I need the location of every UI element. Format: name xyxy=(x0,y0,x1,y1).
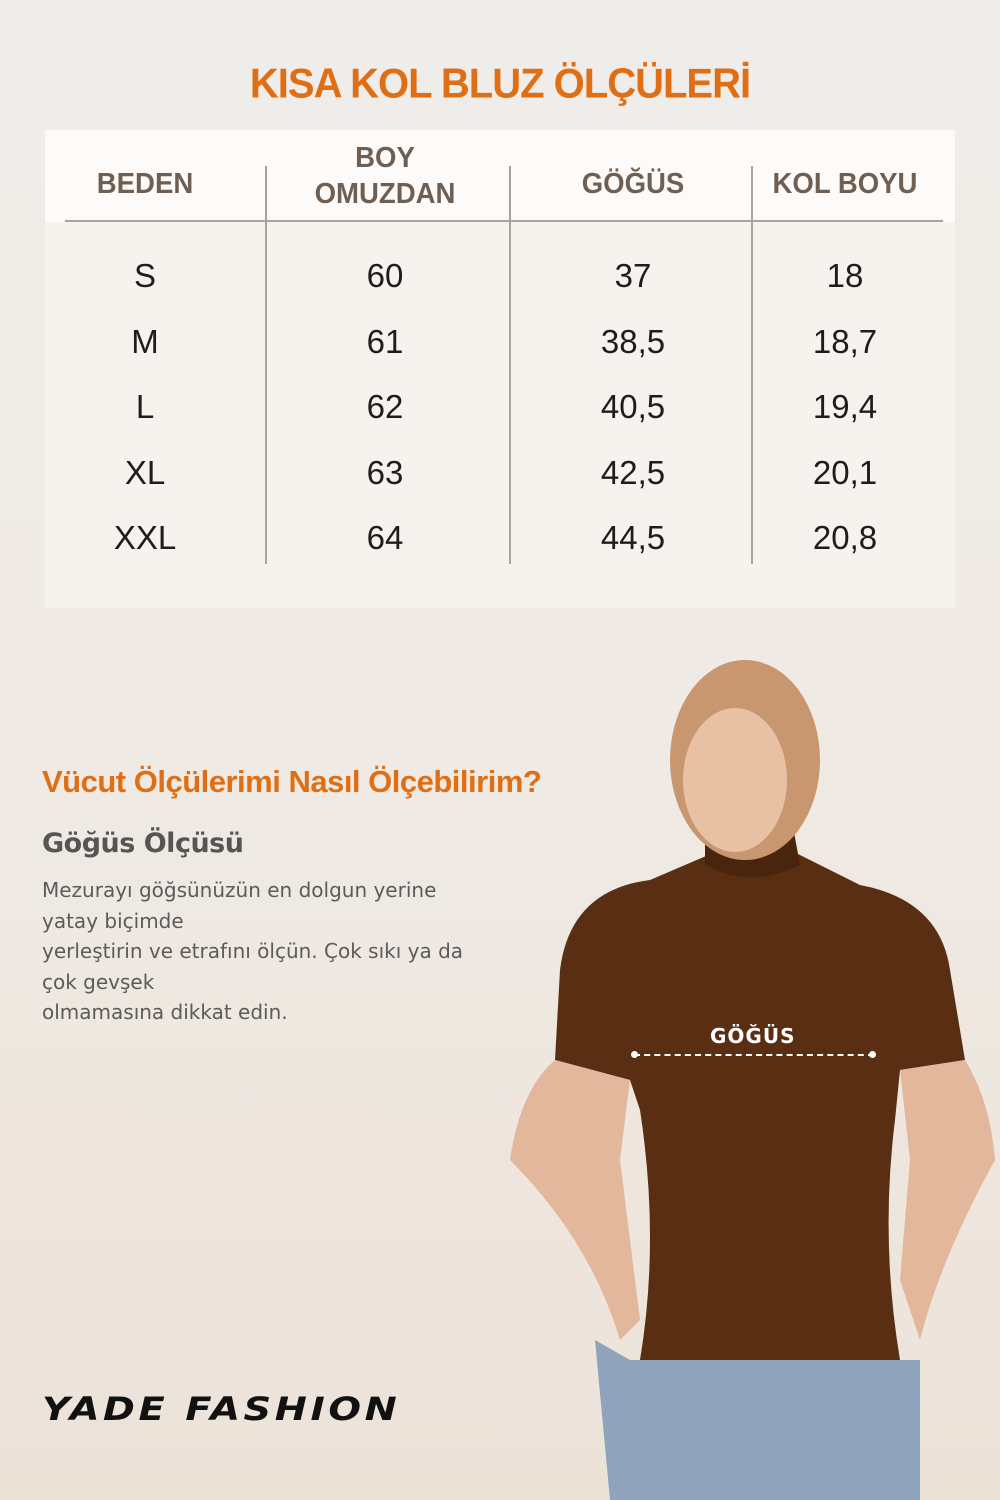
table-cell: 18 xyxy=(826,257,864,294)
left-arm xyxy=(510,1060,640,1340)
header-kol-boyu: KOL BOYU xyxy=(772,168,918,200)
table-cell: XL xyxy=(124,453,166,491)
guide-text: Mezurayı göğsünüzün en dolgun yerine yat… xyxy=(42,878,464,1024)
table-cell: 38,5 xyxy=(600,322,666,360)
chest-measure-label: GÖĞÜS xyxy=(710,1024,796,1048)
right-arm xyxy=(900,1060,995,1340)
table-cell: M xyxy=(131,322,159,360)
header-divider xyxy=(65,220,943,222)
table-cell: 19,4 xyxy=(812,388,878,425)
size-table: BEDEN BOY OMUZDAN GÖĞÜS KOL BOYU S 60 37 18… xyxy=(45,130,955,608)
table-cell: 64 xyxy=(366,519,404,556)
page-title: KISA KOL BLUZ ÖLÇÜLERİ xyxy=(249,60,751,108)
table-cell: 62 xyxy=(366,388,404,425)
table-cell: XXL xyxy=(113,519,177,556)
guide-subheading: Göğüs Ölçüsü xyxy=(42,828,244,859)
table-cell: L xyxy=(135,388,155,425)
jeans xyxy=(595,1340,920,1500)
table-cell: 20,8 xyxy=(812,519,878,556)
shirt xyxy=(555,850,965,1360)
table-cell: 18,7 xyxy=(812,322,878,360)
table-cell: 61 xyxy=(366,322,404,360)
table-cell: 44,5 xyxy=(600,519,666,556)
table-cell: 42,5 xyxy=(600,453,666,491)
header-gogus: GÖĞÜS xyxy=(581,168,685,200)
face xyxy=(683,708,787,852)
column-divider xyxy=(509,166,511,564)
model-photo xyxy=(510,660,995,1500)
column-divider xyxy=(265,166,267,564)
table-cell: S xyxy=(133,257,156,294)
table-header xyxy=(45,130,955,222)
table-cell: 20,1 xyxy=(812,453,878,491)
table-cell: 63 xyxy=(366,453,404,491)
table-cell: 37 xyxy=(614,257,652,294)
brand-logo: YADE FASHION xyxy=(42,1390,401,1428)
measure-dot xyxy=(631,1051,638,1058)
column-divider xyxy=(751,166,753,564)
chest-measure-line xyxy=(634,1054,874,1056)
table-cell: 40,5 xyxy=(600,388,666,425)
measure-dot xyxy=(869,1051,876,1058)
table-cell: 60 xyxy=(366,257,404,294)
header-boy-omuzdan: BOY OMUZDAN xyxy=(314,142,456,210)
guide-heading: Vücut Ölçülerimi Nasıl Ölçebilirim? xyxy=(42,764,542,799)
header-beden: BEDEN xyxy=(96,168,194,200)
